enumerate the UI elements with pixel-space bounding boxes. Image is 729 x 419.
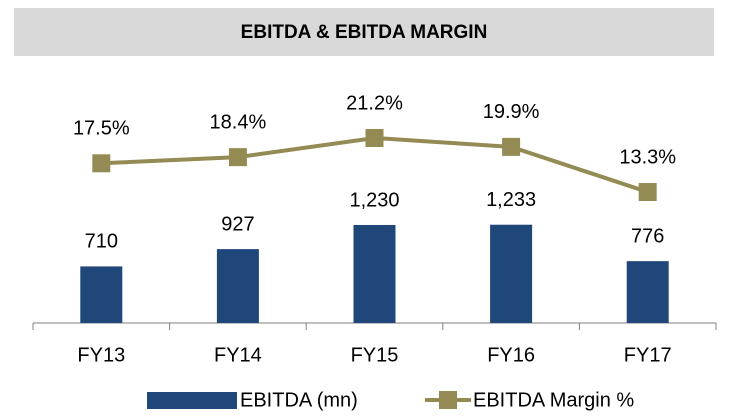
title-banner: [14, 8, 714, 56]
line-marker: [638, 183, 657, 202]
x-tick-label: FY15: [351, 344, 399, 366]
data-label: 710: [85, 231, 118, 253]
data-label: 19.9%: [483, 101, 540, 123]
data-label: 21.2%: [346, 92, 403, 114]
line-marker: [92, 154, 111, 173]
bar: [490, 224, 533, 323]
legend-label: EBITDA (mn): [240, 389, 358, 411]
line-marker: [365, 128, 384, 147]
bar: [216, 249, 259, 323]
data-label: 927: [221, 213, 254, 235]
data-label: 13.3%: [619, 146, 676, 168]
x-tick-label: FY14: [214, 344, 262, 366]
chart-title: EBITDA & EBITDA MARGIN: [241, 22, 488, 43]
data-label: 1,230: [349, 189, 399, 211]
bar: [353, 224, 396, 323]
data-label: 17.5%: [73, 118, 130, 140]
x-tick-label: FY13: [77, 344, 125, 366]
bar: [80, 266, 123, 323]
data-label: 1,233: [486, 189, 536, 211]
legend-marker: [439, 391, 457, 409]
line-marker: [502, 137, 521, 156]
data-label: 18.4%: [210, 111, 267, 133]
x-tick-label: FY16: [487, 344, 535, 366]
bar: [626, 261, 669, 323]
x-tick-label: FY17: [624, 344, 672, 366]
line-marker: [228, 148, 247, 167]
legend-label: EBITDA Margin %: [473, 389, 634, 411]
legend-swatch: [147, 392, 237, 409]
data-label: 776: [631, 225, 664, 247]
